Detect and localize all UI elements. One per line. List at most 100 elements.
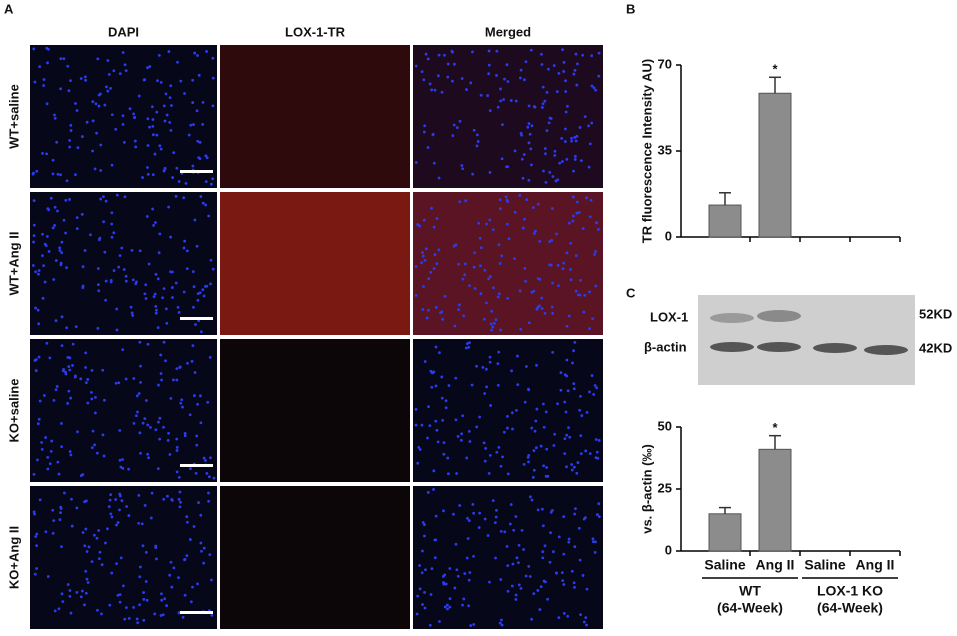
nucleus xyxy=(542,425,546,429)
nucleus xyxy=(207,475,211,479)
nucleus xyxy=(150,491,154,495)
nucleus xyxy=(45,102,49,106)
nucleus xyxy=(198,291,202,295)
nucleus xyxy=(119,556,123,560)
nucleus xyxy=(513,257,516,261)
nucleus xyxy=(513,149,517,153)
nucleus xyxy=(202,294,206,298)
nucleus xyxy=(162,497,166,501)
nucleus xyxy=(46,467,50,471)
nucleus xyxy=(499,328,502,332)
nucleus xyxy=(544,152,547,156)
nucleus xyxy=(204,459,207,462)
nucleus xyxy=(199,394,202,398)
nucleus xyxy=(144,399,148,402)
nucleus xyxy=(81,284,85,288)
nucleus xyxy=(67,389,71,393)
nucleus xyxy=(526,125,530,129)
nucleus xyxy=(423,360,427,363)
nucleus xyxy=(434,538,438,542)
nucleus xyxy=(565,251,569,255)
nucleus xyxy=(199,513,203,517)
nucleus xyxy=(433,556,437,560)
nucleus xyxy=(422,285,425,288)
nucleus xyxy=(475,133,479,137)
nucleus xyxy=(490,309,494,313)
nucleus xyxy=(430,88,434,92)
nucleus xyxy=(456,574,460,578)
nucleus xyxy=(433,253,437,256)
nucleus xyxy=(527,122,531,125)
nucleus xyxy=(195,443,199,447)
nucleus xyxy=(79,377,83,381)
nucleus xyxy=(532,449,536,452)
nucleus xyxy=(154,272,158,276)
nucleus xyxy=(51,226,55,230)
nucleus xyxy=(152,295,156,299)
nucleus xyxy=(139,364,142,368)
nucleus xyxy=(517,561,520,565)
nucleus xyxy=(433,88,437,92)
nucleus xyxy=(69,129,73,132)
nucleus xyxy=(197,501,200,504)
nucleus xyxy=(60,592,64,596)
nucleus xyxy=(62,57,66,61)
nucleus xyxy=(102,195,105,199)
nucleus xyxy=(414,64,418,68)
nucleus xyxy=(497,243,501,247)
nucleus xyxy=(558,161,562,165)
nucleus xyxy=(457,303,461,307)
nucleus xyxy=(131,278,135,282)
nucleus xyxy=(53,116,57,120)
nucleus xyxy=(527,104,531,108)
nucleus xyxy=(110,163,114,167)
nucleus xyxy=(193,51,197,55)
micrograph xyxy=(220,486,410,629)
nucleus xyxy=(442,452,446,456)
nucleus xyxy=(497,292,501,296)
micrograph xyxy=(220,45,410,188)
nucleus xyxy=(79,77,83,80)
nucleus xyxy=(181,405,184,409)
nucleus xyxy=(65,179,69,183)
nucleus xyxy=(519,327,523,331)
nucleus xyxy=(53,205,57,209)
nucleus xyxy=(46,47,50,51)
nucleus xyxy=(502,98,505,101)
nucleus xyxy=(466,516,469,520)
nucleus xyxy=(140,522,144,526)
nucleus xyxy=(516,354,519,358)
nucleus xyxy=(161,613,165,617)
nucleus xyxy=(471,502,475,506)
y-axis-title: vs. β-actin (‰) xyxy=(639,444,654,534)
nucleus xyxy=(415,612,419,616)
nucleus xyxy=(143,78,147,82)
nucleus xyxy=(494,556,497,560)
nucleus xyxy=(42,264,45,268)
nucleus xyxy=(570,139,573,143)
nucleus xyxy=(155,110,159,114)
nucleus xyxy=(530,290,534,294)
nucleus xyxy=(124,69,128,73)
nucleus xyxy=(549,263,553,267)
nucleus xyxy=(153,221,157,224)
nucleus xyxy=(573,512,577,516)
nucleus xyxy=(552,64,556,67)
nucleus xyxy=(154,428,158,432)
nucleus xyxy=(56,172,60,176)
nucleus xyxy=(479,246,483,250)
nucleus xyxy=(71,364,74,367)
nucleus xyxy=(595,450,599,454)
nucleus xyxy=(195,244,199,248)
nucleus xyxy=(41,254,44,258)
nucleus xyxy=(549,117,553,120)
nucleus xyxy=(596,456,600,460)
nucleus xyxy=(550,305,554,309)
nucleus xyxy=(486,94,490,97)
nucleus xyxy=(135,617,139,621)
nucleus xyxy=(465,342,469,345)
nucleus xyxy=(522,462,526,466)
nucleus xyxy=(102,220,106,224)
nucleus xyxy=(40,447,44,451)
nucleus xyxy=(170,270,174,274)
